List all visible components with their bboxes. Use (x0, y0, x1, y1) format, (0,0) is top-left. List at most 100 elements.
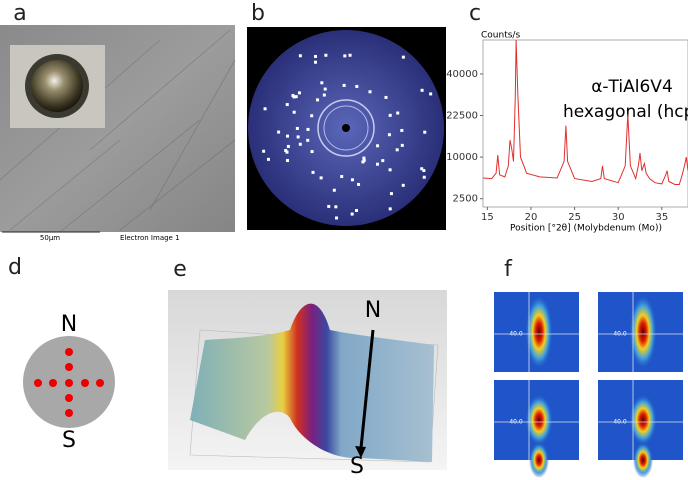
north-label: N (365, 298, 381, 323)
x-tick-label: 30 (612, 212, 625, 223)
spot (332, 188, 336, 192)
image-label: 40.0 (613, 419, 627, 426)
intensity-peak (529, 442, 549, 478)
spot (387, 133, 391, 137)
y-tick-label: 22500 (446, 111, 478, 122)
x-tick-label: 15 (481, 212, 494, 223)
spot (297, 91, 301, 95)
spot (388, 168, 392, 172)
spot (311, 170, 315, 174)
intensity-peak (525, 394, 553, 446)
spot (401, 183, 405, 187)
spot (400, 143, 404, 147)
spot (368, 90, 372, 94)
intensity-peak (629, 294, 657, 370)
spot (324, 53, 328, 57)
annotation: hexagonal (hcp) (563, 102, 688, 122)
panel-d: d N S (8, 255, 115, 453)
spot (286, 144, 290, 148)
spot (314, 60, 318, 64)
spot (310, 114, 314, 118)
panel-label: c (469, 1, 481, 26)
spot (362, 158, 366, 162)
spot (355, 84, 359, 88)
spot (266, 157, 270, 161)
spot (389, 192, 393, 196)
spot (429, 92, 433, 96)
spot (320, 81, 324, 85)
spot (420, 88, 424, 92)
panel-b: b (247, 1, 446, 230)
south-label: S (350, 454, 364, 479)
spot (362, 156, 366, 160)
spot (285, 103, 289, 107)
intensity-peak (633, 442, 653, 478)
x-tick-label: 25 (568, 212, 581, 223)
spot (340, 175, 344, 179)
spot (296, 135, 300, 139)
spot (284, 148, 288, 152)
spot (388, 113, 392, 117)
spot (310, 150, 314, 154)
spot (355, 209, 359, 213)
image-caption: Electron Image 1 (120, 234, 180, 242)
spot (291, 94, 295, 98)
panel-label: e (173, 257, 187, 282)
spot (306, 138, 310, 142)
spot (422, 175, 426, 179)
y-tick-label: 2500 (453, 194, 478, 205)
image-label: 40.0 (613, 331, 627, 338)
x-axis-label: Position [°2θ] (Molybdenum (Mo)) (510, 224, 662, 234)
spot (381, 159, 385, 163)
xrd-trace (483, 40, 688, 185)
spot (422, 169, 426, 173)
south-label: S (62, 428, 76, 453)
image-label: 40.0 (509, 419, 523, 426)
spot (298, 54, 302, 58)
spot (292, 110, 296, 114)
spot (314, 54, 318, 58)
spot (384, 95, 388, 99)
spot (350, 212, 354, 216)
spot (285, 150, 289, 154)
spot (423, 130, 427, 134)
y-tick-label: 40000 (446, 69, 478, 80)
spot (322, 93, 326, 97)
spot (295, 126, 299, 130)
spot (327, 204, 331, 208)
scale-bar-label: 50µm (40, 234, 60, 242)
spot (376, 162, 380, 166)
spot (396, 111, 400, 115)
spot (400, 128, 404, 132)
spot (376, 144, 380, 148)
spot (277, 130, 281, 134)
x-tick-label: 35 (655, 212, 668, 223)
panel-label: b (251, 1, 265, 26)
spot (335, 216, 339, 220)
spot (401, 55, 405, 59)
spot (388, 207, 392, 211)
y-axis-label: Counts/s (481, 31, 520, 41)
spot (319, 176, 323, 180)
spot (357, 182, 361, 186)
x-tick-label: 20 (525, 212, 538, 223)
spot (348, 53, 352, 57)
panel-label: d (8, 255, 22, 280)
spot (262, 149, 266, 153)
y-tick-label: 10000 (446, 152, 478, 163)
spot (263, 107, 267, 111)
spot (294, 95, 298, 99)
panel-a: 50µm Electron Image 1 a (0, 1, 236, 242)
intensity-peak (629, 394, 657, 446)
north-label: N (61, 312, 77, 337)
spot (286, 159, 290, 163)
spot (334, 205, 338, 209)
panel-c: c Counts/s Position [°2θ] (Molybdenum (M… (446, 1, 688, 234)
annotation: α-TiAl6V4 (591, 77, 673, 97)
panel-e: e N S (168, 257, 447, 479)
spot (420, 167, 424, 171)
panel-label: a (13, 1, 26, 26)
spot (323, 87, 327, 91)
intensity-peak (525, 294, 553, 370)
